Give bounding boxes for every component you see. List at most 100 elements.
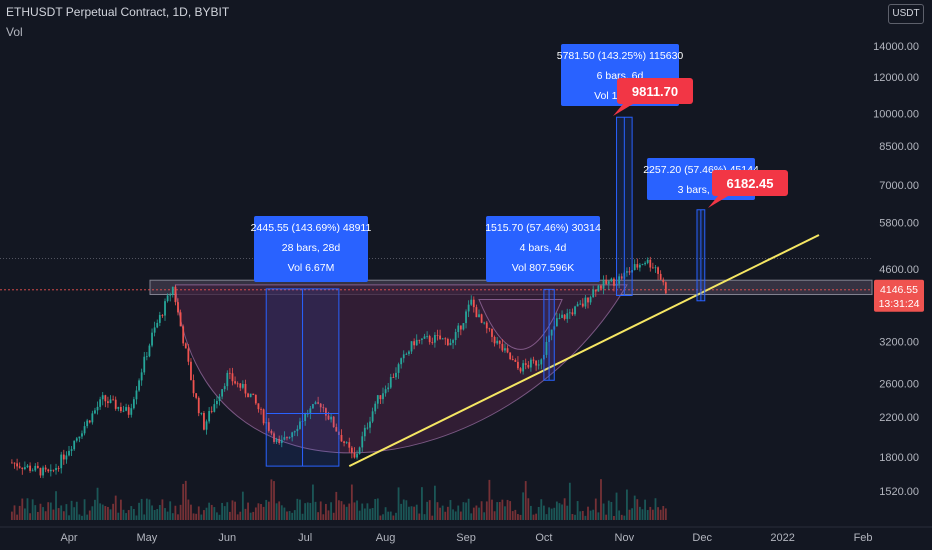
volume-bar xyxy=(644,499,646,520)
candle-body xyxy=(249,393,252,398)
volume-bar xyxy=(34,505,37,520)
volume-bar xyxy=(610,501,613,520)
candle-body xyxy=(527,364,530,368)
candle-body xyxy=(107,401,109,404)
candle-body xyxy=(299,421,301,429)
volume-bar xyxy=(273,481,275,520)
volume-bar xyxy=(280,505,283,520)
volume-bar xyxy=(506,499,509,520)
candle-body xyxy=(335,427,338,432)
candle-body xyxy=(252,393,255,395)
volume-bar xyxy=(57,508,60,520)
volume-bar xyxy=(550,508,553,520)
candle-body xyxy=(361,436,364,448)
volume-bar xyxy=(309,502,312,520)
candle-body xyxy=(376,395,379,404)
candle-body xyxy=(628,271,631,273)
candle-body xyxy=(319,403,322,408)
candle-body xyxy=(371,411,374,422)
volume-bar xyxy=(145,498,148,520)
volume-bar xyxy=(21,498,24,520)
candle-body xyxy=(659,273,662,280)
volume-bar xyxy=(493,511,496,520)
volume-bar xyxy=(213,507,216,520)
volume-bar xyxy=(109,509,112,520)
volume-bar xyxy=(374,499,377,520)
volume-bar xyxy=(444,511,447,520)
candle-body xyxy=(257,403,260,410)
candle-body xyxy=(392,377,395,378)
candle-body xyxy=(60,454,63,469)
candle-body xyxy=(210,411,213,412)
candle-body xyxy=(600,285,602,289)
candle-body xyxy=(179,312,182,327)
candle-body xyxy=(504,348,506,351)
candle-body xyxy=(231,373,234,382)
candle-body xyxy=(462,323,465,330)
measure-label-box xyxy=(486,216,600,282)
volume-bar xyxy=(65,504,68,520)
candle-body xyxy=(343,441,345,443)
candle-body xyxy=(356,453,358,458)
volume-bar xyxy=(480,501,483,520)
candle-body xyxy=(174,286,177,303)
candle-body xyxy=(379,395,382,400)
volume-bar xyxy=(392,515,395,520)
volume-bar xyxy=(631,508,634,520)
candle-body xyxy=(182,326,185,344)
volume-bar xyxy=(161,499,164,520)
volume-bar xyxy=(457,505,460,520)
volume-bar xyxy=(618,510,621,520)
volume-bar xyxy=(345,506,348,520)
volume-bar xyxy=(122,509,125,520)
candle-body xyxy=(498,340,501,344)
volume-bar xyxy=(221,502,224,520)
countdown-label: 13:31:24 xyxy=(879,298,920,310)
candle-body xyxy=(75,438,78,441)
volume-bar xyxy=(68,515,70,520)
candle-body xyxy=(472,299,475,308)
candle-body xyxy=(506,348,509,353)
volume-bar xyxy=(39,503,42,520)
volume-bar xyxy=(151,505,153,520)
price-tick: 14000.00 xyxy=(873,41,919,53)
candle-body xyxy=(55,467,57,471)
candle-body xyxy=(81,433,83,437)
candle-body xyxy=(644,262,646,265)
candle-body xyxy=(283,437,286,440)
candle-body xyxy=(197,397,200,414)
volume-bar xyxy=(626,489,628,520)
volume-bar xyxy=(164,508,166,520)
candle-body xyxy=(579,303,582,305)
candle-body xyxy=(330,416,332,420)
candle-body xyxy=(57,467,60,469)
target-price-tag xyxy=(617,78,693,104)
candle-body xyxy=(99,399,102,407)
volume-bar xyxy=(262,506,265,520)
volume-bar xyxy=(488,479,491,520)
candle-body xyxy=(234,381,236,384)
candle-body xyxy=(636,264,639,268)
candle-body xyxy=(641,264,644,266)
candle-body xyxy=(153,327,156,333)
volume-bar xyxy=(234,501,236,520)
candle-body xyxy=(449,342,452,346)
volume-bar xyxy=(408,506,410,520)
measure-label-box xyxy=(254,216,368,282)
volume-bar xyxy=(135,515,138,520)
volume-bar xyxy=(241,491,244,520)
volume-bar xyxy=(465,502,467,520)
volume-bar xyxy=(504,506,506,520)
volume-bar xyxy=(239,511,242,520)
volume-bar xyxy=(16,514,18,520)
candle-body xyxy=(143,356,146,373)
candle-body xyxy=(140,372,143,381)
currency-button[interactable]: USDT xyxy=(888,4,924,24)
volume-bar xyxy=(558,503,561,520)
volume-bar xyxy=(156,508,159,520)
candle-body xyxy=(537,364,540,366)
candle-body xyxy=(535,360,537,366)
candle-body xyxy=(18,466,21,468)
